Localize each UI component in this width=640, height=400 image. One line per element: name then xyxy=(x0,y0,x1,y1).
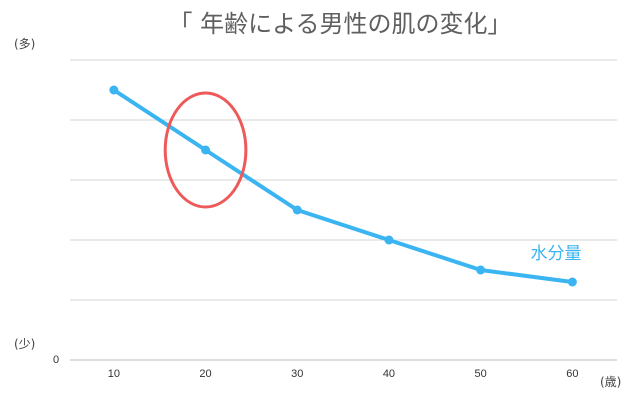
data-point xyxy=(384,235,394,245)
x-tick-label: 50 xyxy=(475,368,487,380)
x-tick-label: 20 xyxy=(199,368,211,380)
data-point xyxy=(109,85,119,95)
x-tick-label: 60 xyxy=(566,368,578,380)
highlight-layer xyxy=(163,91,248,209)
series-line xyxy=(111,88,575,284)
y-top-label: (多) xyxy=(14,37,35,51)
x-tick-labels: 10 20 30 40 50 60 xyxy=(108,368,579,380)
x-unit-label: (歳) xyxy=(600,375,621,389)
grid-lines xyxy=(70,59,617,301)
data-point xyxy=(201,145,211,155)
data-point xyxy=(567,277,577,287)
x-tick-label: 10 xyxy=(108,368,120,380)
highlight-ellipse xyxy=(163,91,248,209)
series-label: 水分量 xyxy=(531,244,582,264)
x-tick-label: 40 xyxy=(383,368,395,380)
y-bottom-label: (少) xyxy=(14,337,35,351)
data-point xyxy=(292,205,302,215)
chart-title: 「 年齢による男性の肌の変化」 xyxy=(169,10,512,38)
series-layer xyxy=(109,85,577,287)
x-tick-label: 30 xyxy=(291,368,303,380)
y-zero-label: 0 xyxy=(53,354,59,366)
data-point xyxy=(476,265,486,275)
